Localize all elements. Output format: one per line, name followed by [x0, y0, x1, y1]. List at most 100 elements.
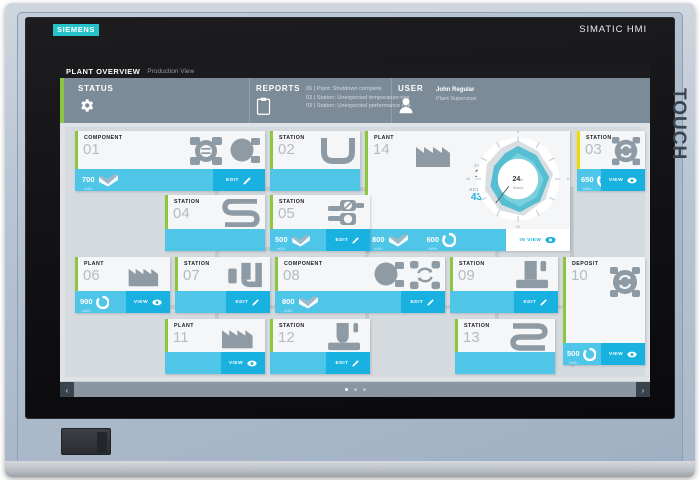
history-gauge[interactable]: 24hr History 0 6 12 18 [466, 130, 569, 230]
tile-station-13[interactable]: STATION 13 [455, 319, 555, 374]
metric-value: 500 [275, 235, 288, 244]
tile-plant-11[interactable]: PLANT 11 VIEW [165, 319, 265, 374]
ring-icon [582, 347, 596, 361]
cycle-icon [611, 136, 641, 166]
pencil-icon [252, 299, 260, 306]
eye-icon [152, 299, 162, 305]
reports-section[interactable]: REPORTS [256, 84, 300, 120]
page-subtitle: Production View [147, 68, 195, 75]
tile-body: COMPONENT 01 [78, 131, 265, 169]
tile-body: PLANT 06 [78, 257, 170, 291]
tile-station-07[interactable]: STATION 07 EDIT [175, 257, 270, 313]
report-line[interactable]: 06 | Plant: Shutdown complete [306, 86, 382, 92]
tile-component-01[interactable]: COMPONENT 01 [75, 131, 265, 191]
tile-number: 06 [83, 267, 100, 284]
metric-value: 600 [426, 235, 440, 244]
page-dot[interactable] [353, 388, 357, 391]
metric-value: 800 [372, 235, 385, 244]
factory-icon [128, 268, 159, 287]
view-button[interactable]: VIEW [126, 291, 170, 313]
metric-unit: m3/h [277, 247, 286, 251]
user-role: Plant Supervisor [436, 96, 478, 102]
metric: 700 m3/h [82, 169, 119, 191]
motor-icon [230, 138, 260, 163]
tile-deposit-10[interactable]: DEPOSIT 10 [563, 257, 645, 365]
tile-accent [450, 257, 453, 313]
view-button[interactable]: VIEW [601, 343, 645, 365]
tile-number: 01 [83, 141, 100, 158]
action-label: EDIT [523, 299, 537, 305]
report-line[interactable]: 03 | Station: Unexpected performance ris… [306, 103, 411, 110]
tile-icons [371, 260, 441, 290]
metric-unit: m3/h [374, 247, 383, 251]
prev-page-button[interactable]: ‹ [60, 382, 74, 397]
pencil-icon [427, 299, 435, 306]
next-page-button[interactable]: › [636, 382, 650, 397]
report-line[interactable]: 03 | Station: Unexpected temperature ris… [306, 94, 410, 101]
flow-icon [298, 296, 318, 309]
edit-button[interactable]: EDIT [401, 291, 445, 313]
edit-button[interactable]: EDIT [213, 169, 265, 191]
pump-icon [190, 137, 222, 165]
pencil-icon [352, 237, 360, 244]
tile-accent [165, 319, 168, 374]
tile-station-05[interactable]: STATION 05 [270, 195, 370, 251]
tile-number: 05 [278, 205, 295, 222]
status-section[interactable]: STATUS [78, 84, 114, 119]
hmi-screen: PLANT OVERVIEW Production View STATUS RE… [60, 65, 650, 397]
in-view-button[interactable]: IN VIEW [506, 229, 570, 251]
titlebar: PLANT OVERVIEW Production View [60, 65, 650, 78]
tile-body: STATION 07 [178, 257, 270, 291]
user-section[interactable]: USER [398, 84, 423, 119]
tile-station-04[interactable]: STATION 04 [165, 195, 265, 251]
tile-plant-14[interactable]: PLANT 14 CURRENTLY 15:00 ACTUAL / DEBIT … [365, 130, 570, 251]
tile-accent [165, 195, 168, 251]
edit-button[interactable]: EDIT [326, 352, 370, 374]
page-title: PLANT OVERVIEW [66, 67, 141, 76]
view-button[interactable]: VIEW [221, 352, 265, 374]
tile-body: DEPOSIT 10 [566, 257, 645, 343]
tile-number: 13 [463, 329, 480, 346]
edit-button[interactable]: EDIT [514, 291, 558, 313]
tile-accent [270, 195, 273, 251]
tile-body: STATION 04 [168, 195, 265, 229]
page-dot[interactable] [362, 388, 366, 391]
tile-plant-06[interactable]: PLANT 06 900 kW/h [75, 257, 170, 313]
action-label: VIEW [228, 360, 244, 366]
nozzle-icon [328, 322, 360, 350]
tile-body: COMPONENT 08 [278, 257, 445, 291]
eye-icon [627, 177, 637, 183]
rail [495, 137, 499, 367]
edit-button[interactable]: EDIT [226, 291, 270, 313]
tile-number: 14 [373, 141, 390, 158]
tile-station-09[interactable]: STATION 09 EDIT [450, 257, 558, 313]
action-label: VIEW [608, 177, 624, 183]
tile-station-02[interactable]: STATION 02 [270, 131, 360, 191]
clipboard-icon [256, 97, 300, 120]
metric-value: 700 [82, 175, 95, 184]
edit-button[interactable]: EDIT [326, 229, 370, 251]
usb-port-cover [61, 428, 111, 455]
tee-icon [516, 260, 548, 289]
tile-station-12[interactable]: STATION 12 EDIT [270, 319, 370, 374]
page-dot[interactable] [344, 388, 348, 391]
metric-value: 900 [80, 297, 93, 306]
tile-component-08[interactable]: COMPONENT 08 [275, 257, 445, 313]
pipe-z-icon [510, 322, 548, 351]
action-label: IN VIEW [519, 237, 542, 243]
view-button[interactable]: VIEW [601, 169, 645, 191]
tile-footer: VIEW [165, 352, 265, 374]
tile-station-03[interactable]: STATION 03 [577, 131, 645, 191]
tile-number: 08 [283, 267, 300, 284]
tile-icons [219, 324, 261, 349]
device-stand [5, 461, 695, 477]
valve-icon [328, 200, 364, 225]
tile-accent [75, 131, 78, 191]
flow-icon [291, 234, 310, 247]
metric-unit: kW/h [428, 247, 437, 251]
hmi-device: SIEMENS SIMATIC HMI TOUCH PLANT OVERVIEW… [5, 3, 695, 477]
tile-label: PLANT [84, 261, 104, 267]
motor-icon [374, 262, 404, 287]
tile-label: STATION [184, 261, 210, 267]
tile-number: 10 [571, 267, 588, 284]
